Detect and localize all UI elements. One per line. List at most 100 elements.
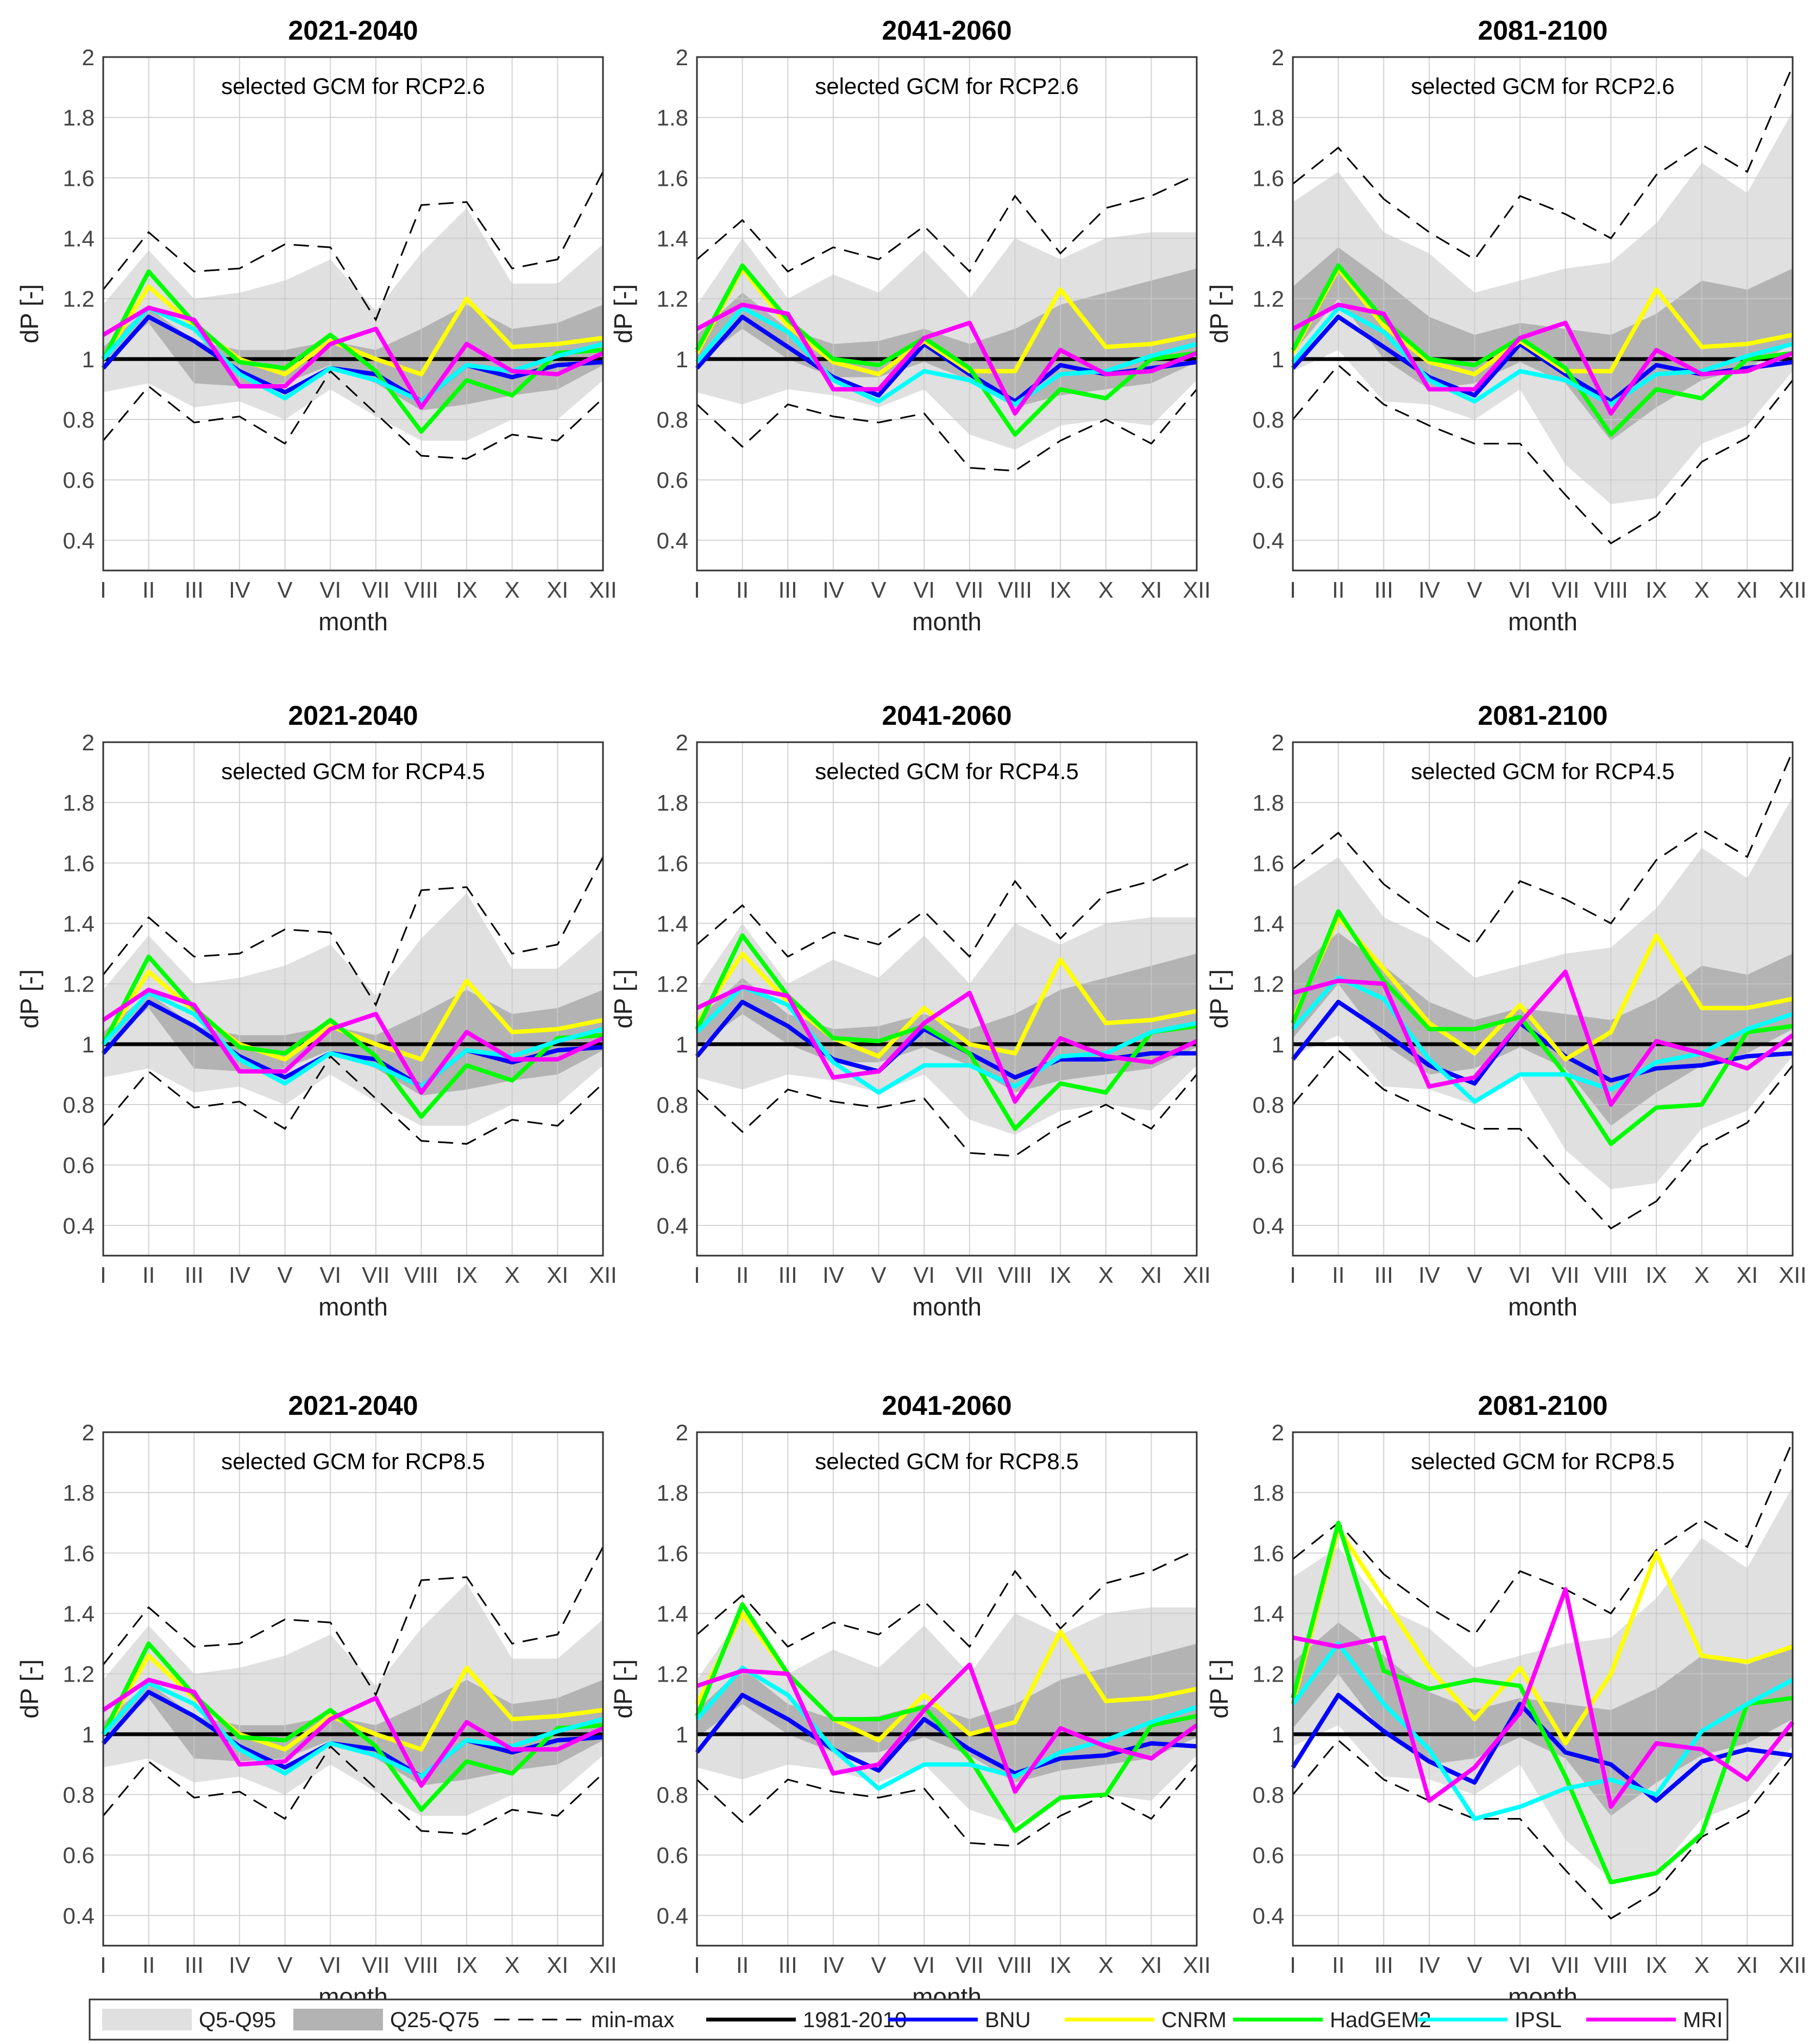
y-tick-label: 1.2 xyxy=(63,971,95,997)
y-axis-label: dP [-] xyxy=(609,284,637,343)
y-tick-label: 0.4 xyxy=(657,1903,688,1928)
series-max xyxy=(696,174,1197,273)
x-tick-label: VI xyxy=(1509,1952,1531,1978)
y-tick-label: 1.2 xyxy=(1253,286,1284,312)
series-max xyxy=(696,859,1197,958)
x-tick-label: I xyxy=(694,577,700,603)
panel-annotation: selected GCM for RCP2.6 xyxy=(815,73,1079,99)
x-tick-label: VI xyxy=(1509,1262,1531,1288)
x-tick-label: VII xyxy=(362,1262,389,1288)
x-tick-label: V xyxy=(871,1952,887,1978)
series-ipsl xyxy=(1291,1641,1794,1821)
x-tick-label: XI xyxy=(1737,1952,1758,1978)
x-tick-label: VIII xyxy=(1594,1262,1628,1288)
legend: Q5-Q95 Q25-Q75 min-max 1981-2010 BNU CNRM HadG… xyxy=(89,1998,1729,2041)
y-tick-label: 0.6 xyxy=(657,1152,688,1178)
x-tick-label: VII xyxy=(1551,1262,1579,1288)
y-tick-label: 1.4 xyxy=(1253,226,1284,252)
x-tick-label: I xyxy=(1290,1262,1296,1288)
x-tick-label: V xyxy=(871,577,887,603)
x-axis-label: month xyxy=(1508,1293,1578,1321)
panel-9: 0.40.60.811.21.41.61.82I II III IV V VI VII VII… xyxy=(1205,1390,1807,2011)
y-tick-label: 0.8 xyxy=(1253,407,1284,432)
x-tick-label: VI xyxy=(319,577,341,603)
x-tick-label: X xyxy=(1098,577,1114,603)
x-tick-label: II xyxy=(1332,577,1344,603)
y-tick-label: 0.8 xyxy=(657,407,688,432)
x-tick-label: VI xyxy=(913,1262,935,1288)
series-max xyxy=(102,171,604,322)
y-tick-label: 0.8 xyxy=(657,1782,688,1808)
y-tick-label: 1.4 xyxy=(63,911,95,937)
panel-title: 2021-2040 xyxy=(288,1390,418,1421)
series-mri xyxy=(696,985,1198,1104)
y-tick-label: 0.6 xyxy=(1253,467,1284,493)
x-tick-label: IV xyxy=(822,1952,844,1978)
series-hadgem2 xyxy=(101,1641,604,1812)
x-tick-label: IV xyxy=(1418,577,1440,603)
x-axis-label: month xyxy=(318,1293,388,1321)
series-min xyxy=(102,369,604,460)
x-tick-label: IX xyxy=(1050,1262,1071,1288)
series-min xyxy=(696,1074,1198,1157)
series-ipsl xyxy=(102,305,604,404)
y-tick-label: 0.8 xyxy=(63,1782,95,1808)
series-hadgem2 xyxy=(1291,1520,1793,1885)
series-ipsl xyxy=(695,305,1198,407)
y-tick-label: 1.8 xyxy=(1253,105,1284,130)
y-tick-label: 0.4 xyxy=(63,1213,95,1238)
plot-frame xyxy=(102,1431,604,1947)
x-tick-label: III xyxy=(778,1952,797,1978)
legend-label: MRI xyxy=(1683,2008,1723,2032)
x-tick-label: VIII xyxy=(998,1952,1032,1978)
series-cnrm xyxy=(1291,1526,1794,1746)
series-min xyxy=(102,1055,604,1145)
y-tick-label: 1.4 xyxy=(1253,911,1284,937)
x-tick-label: IX xyxy=(456,1952,477,1978)
legend-label: min-max xyxy=(591,2008,674,2032)
y-tick-label: 1.2 xyxy=(657,971,688,997)
x-axis-label: month xyxy=(912,607,982,636)
x-tick-label: VII xyxy=(956,577,983,603)
x-tick-label: V xyxy=(1467,1262,1482,1288)
x-tick-label: XII xyxy=(589,1952,617,1978)
series-mri xyxy=(102,305,604,410)
y-tick-label: 1 xyxy=(676,1032,688,1057)
legend-item-cnrm: CNRM xyxy=(1065,2008,1227,2032)
y-tick-label: 0.8 xyxy=(1253,1782,1284,1808)
x-tick-label: IX xyxy=(1645,1262,1667,1288)
x-tick-label: VIII xyxy=(998,577,1032,603)
plot-frame xyxy=(696,1431,1198,1947)
x-tick-label: IX xyxy=(456,1262,477,1288)
x-tick-label: IV xyxy=(1418,1262,1440,1288)
x-tick-label: XII xyxy=(1779,577,1806,603)
x-tick-label: XI xyxy=(1141,577,1163,603)
x-tick-label: XI xyxy=(547,1262,569,1288)
x-tick-label: VI xyxy=(319,1952,341,1978)
y-tick-label: 0.4 xyxy=(63,528,95,553)
x-tick-label: I xyxy=(1290,1952,1296,1978)
y-tick-label: 1.6 xyxy=(1253,850,1284,876)
y-tick-label: 0.4 xyxy=(1253,528,1284,553)
series-min xyxy=(102,1745,604,1835)
x-tick-label: VII xyxy=(956,1952,983,1978)
x-tick-label: III xyxy=(1374,577,1393,603)
y-tick-label: 1.6 xyxy=(657,850,688,876)
x-tick-label: II xyxy=(142,1262,155,1288)
x-axis-label: month xyxy=(318,607,388,636)
legend-label: HadGEM2 xyxy=(1330,2008,1431,2032)
band-q5-q95 xyxy=(1293,111,1793,504)
panel-annotation: selected GCM for RCP2.6 xyxy=(1411,73,1675,99)
series-cnrm xyxy=(1291,915,1793,1062)
y-tick-label: 1.6 xyxy=(657,165,688,191)
y-tick-label: 2 xyxy=(1272,1420,1284,1445)
x-tick-label: VIII xyxy=(998,1262,1032,1288)
y-tick-label: 0.4 xyxy=(1253,1213,1284,1238)
x-tick-label: XII xyxy=(1183,577,1210,603)
x-tick-label: IX xyxy=(456,577,477,603)
y-tick-label: 1.8 xyxy=(1253,790,1284,816)
legend-item-minmax: min-max xyxy=(494,2008,674,2032)
plot-frame xyxy=(102,56,604,572)
series-hadgem2 xyxy=(695,1602,1197,1833)
x-tick-label: X xyxy=(505,1262,520,1288)
